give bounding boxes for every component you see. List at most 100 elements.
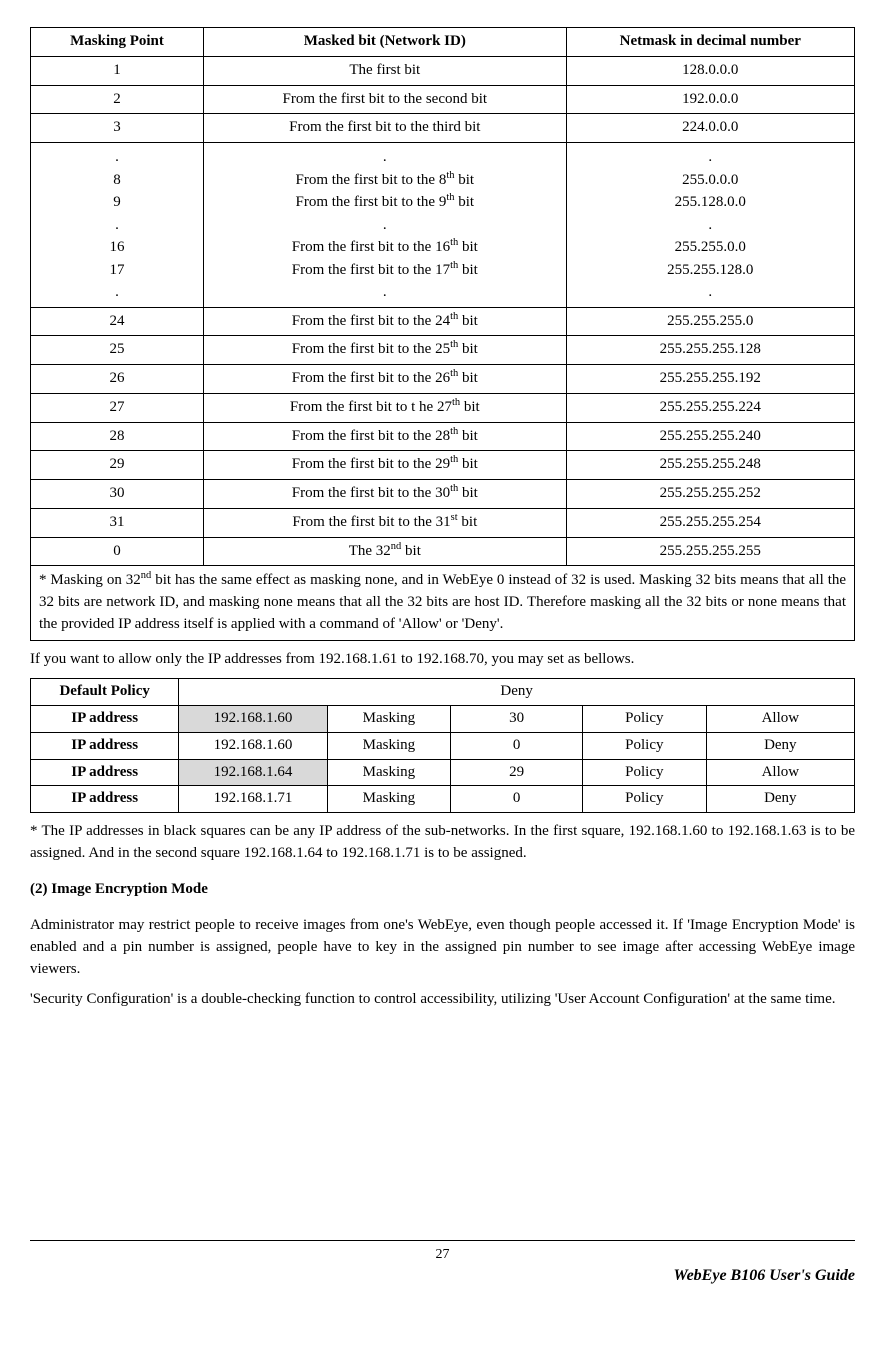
cell-masking-point: 29 bbox=[31, 451, 204, 480]
cell-masked-bit: From the first bit to the 26th bit bbox=[204, 365, 567, 394]
cell-masking-point: 31 bbox=[31, 508, 204, 537]
table-row: 26From the first bit to the 26th bit255.… bbox=[31, 365, 855, 394]
col-masked-bit: Masked bit (Network ID) bbox=[204, 28, 567, 57]
cell-netmask: 192.0.0.0 bbox=[566, 85, 854, 114]
masking-label: Masking bbox=[327, 759, 451, 786]
ip-table-note: * The IP addresses in black squares can … bbox=[30, 821, 855, 865]
page-number: 27 bbox=[30, 1245, 855, 1265]
cell-netmask: 128.0.0.0 bbox=[566, 56, 854, 85]
cell-masking-point: 3 bbox=[31, 114, 204, 143]
cell-masking-point: 24 bbox=[31, 307, 204, 336]
table-row: 24From the first bit to the 24th bit255.… bbox=[31, 307, 855, 336]
cell-masked-bit: .From the first bit to the 8th bitFrom t… bbox=[204, 143, 567, 308]
table-row: 31From the first bit to the 31st bit255.… bbox=[31, 508, 855, 537]
table-header-row: Masking Point Masked bit (Network ID) Ne… bbox=[31, 28, 855, 57]
ip-address-label: IP address bbox=[31, 786, 179, 813]
cell-masked-bit: From the first bit to the 28th bit bbox=[204, 422, 567, 451]
table-row: 0The 32nd bit255.255.255.255 bbox=[31, 537, 855, 566]
ip-rule-row: IP address192.168.1.60Masking0PolicyDeny bbox=[31, 732, 855, 759]
default-policy-value: Deny bbox=[179, 679, 855, 706]
cell-masking-point: 1 bbox=[31, 56, 204, 85]
cell-netmask: 255.255.255.240 bbox=[566, 422, 854, 451]
cell-masking-point: 0 bbox=[31, 537, 204, 566]
footer-brand: WebEye B106 User's Guide bbox=[30, 1264, 855, 1287]
cell-masked-bit: From the first bit to t he 27th bit bbox=[204, 393, 567, 422]
default-policy-label: Default Policy bbox=[31, 679, 179, 706]
cell-netmask: 255.255.255.192 bbox=[566, 365, 854, 394]
table-row: 29From the first bit to the 29th bit255.… bbox=[31, 451, 855, 480]
col-netmask: Netmask in decimal number bbox=[566, 28, 854, 57]
cell-masked-bit: From the first bit to the 24th bit bbox=[204, 307, 567, 336]
cell-masked-bit: The 32nd bit bbox=[204, 537, 567, 566]
table-note-row: * Masking on 32nd bit has the same effec… bbox=[31, 566, 855, 640]
masking-label: Masking bbox=[327, 706, 451, 733]
footer-brand-name: WebEye B106 bbox=[674, 1267, 766, 1284]
cell-masked-bit: The first bit bbox=[204, 56, 567, 85]
ip-address-value: 192.168.1.60 bbox=[179, 706, 327, 733]
cell-netmask: 255.255.255.248 bbox=[566, 451, 854, 480]
cell-masked-bit: From the first bit to the 29th bit bbox=[204, 451, 567, 480]
cell-masking-point: 25 bbox=[31, 336, 204, 365]
table-row: 25From the first bit to the 25th bit255.… bbox=[31, 336, 855, 365]
table-row: 2From the first bit to the second bit192… bbox=[31, 85, 855, 114]
cell-masked-bit: From the first bit to the third bit bbox=[204, 114, 567, 143]
ip-rules-table: Default Policy Deny IP address192.168.1.… bbox=[30, 678, 855, 813]
ip-address-value: 192.168.1.71 bbox=[179, 786, 327, 813]
table-row: 27From the first bit to t he 27th bit255… bbox=[31, 393, 855, 422]
netmask-table: Masking Point Masked bit (Network ID) Ne… bbox=[30, 27, 855, 641]
page-footer: 27 WebEye B106 User's Guide bbox=[30, 1240, 855, 1286]
table-row: 3From the first bit to the third bit224.… bbox=[31, 114, 855, 143]
cell-netmask: 255.255.255.128 bbox=[566, 336, 854, 365]
cell-masked-bit: From the first bit to the 31st bit bbox=[204, 508, 567, 537]
section-paragraph-1: Administrator may restrict people to rec… bbox=[30, 915, 855, 980]
policy-value: Deny bbox=[706, 786, 854, 813]
table-row: 1The first bit128.0.0.0 bbox=[31, 56, 855, 85]
table-row-group: .89.1617. .From the first bit to the 8th… bbox=[31, 143, 855, 308]
cell-netmask: 255.255.255.0 bbox=[566, 307, 854, 336]
cell-masking-point: 2 bbox=[31, 85, 204, 114]
cell-masked-bit: From the first bit to the 25th bit bbox=[204, 336, 567, 365]
section-paragraph-2: 'Security Configuration' is a double-che… bbox=[30, 989, 855, 1011]
ip-address-value: 192.168.1.64 bbox=[179, 759, 327, 786]
section-heading: (2) Image Encryption Mode bbox=[30, 879, 855, 901]
footer-guide-label: User's Guide bbox=[765, 1267, 855, 1284]
masking-value: 0 bbox=[451, 732, 583, 759]
cell-masking-point: 27 bbox=[31, 393, 204, 422]
ip-address-label: IP address bbox=[31, 759, 179, 786]
cell-netmask: .255.0.0.0255.128.0.0.255.255.0.0255.255… bbox=[566, 143, 854, 308]
ip-address-value: 192.168.1.60 bbox=[179, 732, 327, 759]
cell-netmask: 255.255.255.255 bbox=[566, 537, 854, 566]
col-masking-point: Masking Point bbox=[31, 28, 204, 57]
cell-netmask: 224.0.0.0 bbox=[566, 114, 854, 143]
masking-label: Masking bbox=[327, 732, 451, 759]
policy-label: Policy bbox=[583, 786, 707, 813]
cell-masking-point: .89.1617. bbox=[31, 143, 204, 308]
ip-rule-row: IP address192.168.1.60Masking30PolicyAll… bbox=[31, 706, 855, 733]
policy-value: Allow bbox=[706, 759, 854, 786]
cell-netmask: 255.255.255.254 bbox=[566, 508, 854, 537]
cell-netmask: 255.255.255.252 bbox=[566, 480, 854, 509]
policy-label: Policy bbox=[583, 759, 707, 786]
cell-masking-point: 30 bbox=[31, 480, 204, 509]
policy-label: Policy bbox=[583, 732, 707, 759]
masking-value: 0 bbox=[451, 786, 583, 813]
cell-netmask: 255.255.255.224 bbox=[566, 393, 854, 422]
table-row: 30From the first bit to the 30th bit255.… bbox=[31, 480, 855, 509]
masking-value: 29 bbox=[451, 759, 583, 786]
cell-masked-bit: From the first bit to the 30th bit bbox=[204, 480, 567, 509]
default-policy-row: Default Policy Deny bbox=[31, 679, 855, 706]
cell-masking-point: 28 bbox=[31, 422, 204, 451]
table-row: 28From the first bit to the 28th bit255.… bbox=[31, 422, 855, 451]
example-intro-text: If you want to allow only the IP address… bbox=[30, 649, 855, 671]
cell-masking-point: 26 bbox=[31, 365, 204, 394]
ip-rule-row: IP address192.168.1.71Masking0PolicyDeny bbox=[31, 786, 855, 813]
masking-label: Masking bbox=[327, 786, 451, 813]
cell-masked-bit: From the first bit to the second bit bbox=[204, 85, 567, 114]
ip-address-label: IP address bbox=[31, 706, 179, 733]
ip-rule-row: IP address192.168.1.64Masking29PolicyAll… bbox=[31, 759, 855, 786]
policy-value: Deny bbox=[706, 732, 854, 759]
masking-value: 30 bbox=[451, 706, 583, 733]
netmask-note: * Masking on 32nd bit has the same effec… bbox=[31, 566, 855, 640]
policy-label: Policy bbox=[583, 706, 707, 733]
policy-value: Allow bbox=[706, 706, 854, 733]
